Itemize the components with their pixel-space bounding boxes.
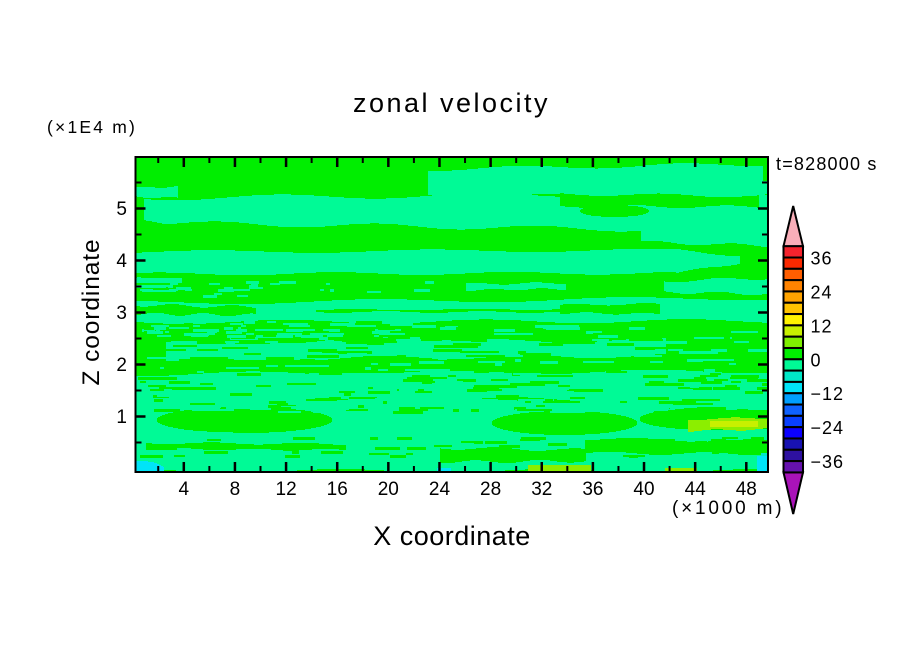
svg-text:12: 12 xyxy=(811,316,833,336)
svg-text:4: 4 xyxy=(179,479,190,500)
svg-text:X coordinate: X coordinate xyxy=(373,521,531,551)
svg-text:0: 0 xyxy=(811,350,822,370)
svg-text:12: 12 xyxy=(276,479,297,500)
svg-text:3: 3 xyxy=(116,303,127,324)
svg-text:(×1000 m): (×1000 m) xyxy=(672,498,784,519)
svg-text:36: 36 xyxy=(811,249,833,269)
svg-text:32: 32 xyxy=(531,479,552,500)
svg-text:28: 28 xyxy=(480,479,501,500)
svg-text:24: 24 xyxy=(811,282,833,302)
svg-text:1: 1 xyxy=(116,407,127,428)
svg-text:4: 4 xyxy=(116,251,127,272)
svg-text:24: 24 xyxy=(429,479,451,500)
svg-text:16: 16 xyxy=(327,479,348,500)
svg-text:2: 2 xyxy=(116,355,127,376)
svg-text:(×1E4 m): (×1E4 m) xyxy=(47,117,137,137)
svg-text:40: 40 xyxy=(633,479,654,500)
svg-text:20: 20 xyxy=(378,479,399,500)
svg-text:48: 48 xyxy=(736,479,757,500)
svg-text:t=828000 s: t=828000 s xyxy=(776,154,878,174)
svg-text:36: 36 xyxy=(582,479,603,500)
svg-text:zonal velocity: zonal velocity xyxy=(353,88,550,118)
svg-text:−24: −24 xyxy=(811,418,845,438)
svg-text:Z coordinate: Z coordinate xyxy=(78,239,105,386)
svg-text:8: 8 xyxy=(230,479,241,500)
svg-text:−36: −36 xyxy=(811,452,845,472)
svg-text:5: 5 xyxy=(116,199,127,220)
svg-text:−12: −12 xyxy=(811,384,845,404)
svg-text:44: 44 xyxy=(685,479,707,500)
